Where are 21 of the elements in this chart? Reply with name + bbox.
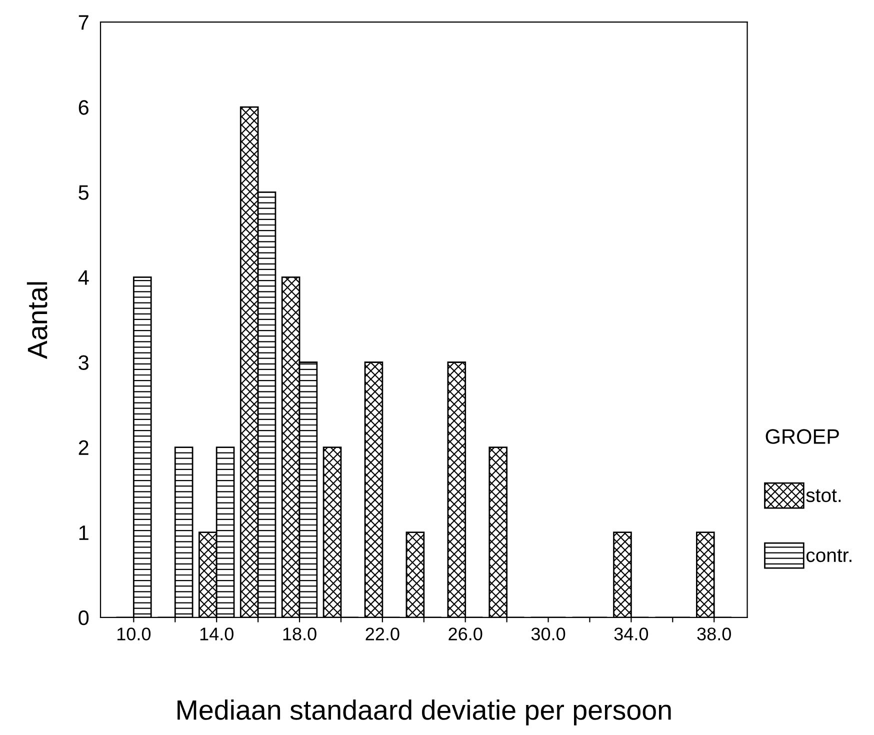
y-axis-title: Aantal (26, 282, 48, 360)
x-tick-label: 10.0 (117, 628, 151, 640)
y-tick-label: 0 (78, 610, 89, 626)
y-tick-label: 3 (78, 355, 88, 370)
x-tick-label: 14.0 (200, 628, 234, 640)
x-axis-title: Mediaan standaard deviatie per persoon (178, 700, 671, 726)
x-tick-label: 22.0 (366, 628, 400, 640)
y-tick-label: 5 (78, 185, 89, 200)
x-tick-label: 34.0 (614, 628, 648, 640)
x-tick-label: 30.0 (531, 628, 566, 640)
y-tick-label: 6 (78, 100, 88, 115)
x-tick-label: 18.0 (283, 628, 316, 640)
y-tick-label: 1 (79, 526, 88, 540)
legend-label: contr. (806, 549, 852, 562)
legend-label: stot. (806, 489, 841, 502)
y-tick-label: 7 (78, 15, 88, 30)
x-tick-label: 26.0 (448, 628, 482, 640)
y-tick-label: 4 (78, 270, 89, 285)
x-tick-label: 38.0 (697, 628, 731, 640)
legend-title: GROEP (766, 429, 839, 444)
y-tick-label: 2 (78, 440, 88, 455)
